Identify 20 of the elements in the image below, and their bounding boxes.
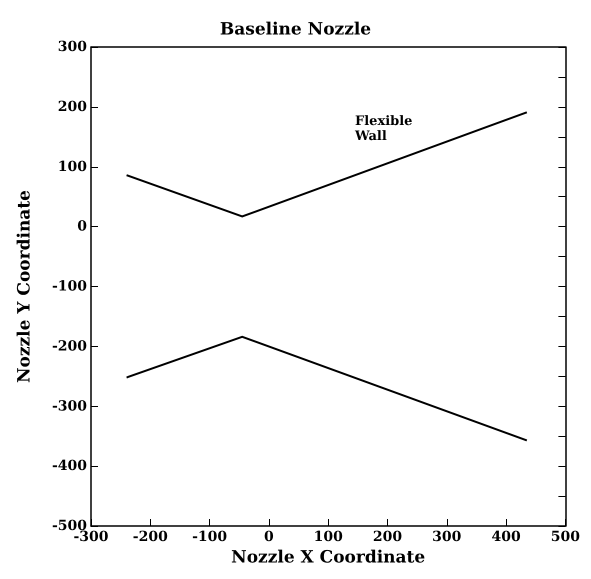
chart-title: Baseline Nozzle [220, 20, 372, 40]
y-tick-label: -300 [52, 398, 88, 414]
y-tick-label: -400 [52, 458, 88, 474]
y-tick-label: -100 [52, 278, 88, 294]
x-tick-label: 100 [314, 529, 344, 545]
y-tick-label: 300 [58, 39, 88, 55]
y-axis-title: Nozzle Y Coordinate [14, 190, 34, 383]
y-tick-label: 200 [58, 98, 88, 115]
x-tick-label: 400 [491, 529, 521, 545]
x-tick-label: 0 [264, 529, 274, 545]
x-tick-label: -200 [132, 529, 168, 545]
annotation: Flexible Wall [354, 114, 412, 144]
x-tick-label: 200 [372, 529, 402, 545]
x-axis-title: Nozzle X Coordinate [231, 547, 426, 568]
y-tick-label: 0 [77, 218, 88, 235]
x-tick-label: 500 [550, 529, 580, 545]
y-tick-label: 100 [58, 158, 88, 175]
y-tick-label: -200 [52, 338, 88, 354]
x-tick-label: 300 [432, 529, 462, 545]
x-tick-label: -100 [192, 529, 228, 545]
